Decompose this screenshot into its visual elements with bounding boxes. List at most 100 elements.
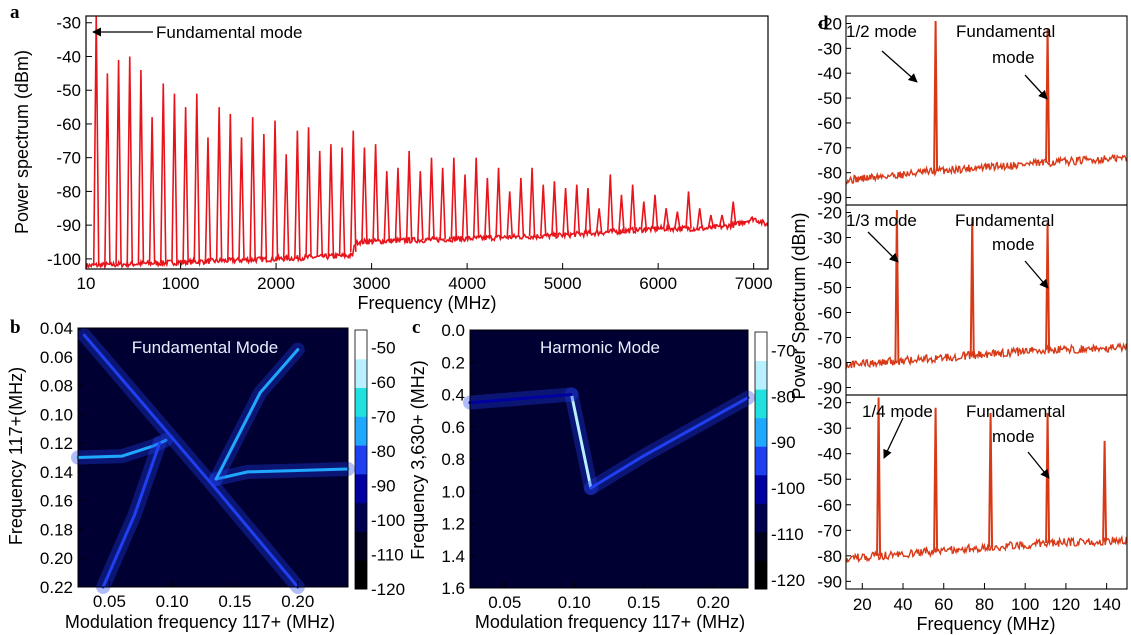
panel-a-peak <box>193 93 201 262</box>
panel-b-x-tick-label: 0.10 <box>156 592 189 611</box>
panel-d-y-tick-label: -70 <box>817 329 842 348</box>
panel-b-trace <box>214 348 300 481</box>
panel-a-peak <box>271 120 279 259</box>
panel-d-y-tick-label: -20 <box>817 204 842 223</box>
panel-a-peak <box>528 167 536 237</box>
panel-b-x-tick-label: 0.15 <box>218 592 251 611</box>
panel-d-peak <box>1102 440 1108 542</box>
panel-c-title: Harmonic Mode <box>540 338 660 357</box>
panel-d-sub3-annotation-left: 1/4 mode <box>862 402 933 421</box>
panel-b-colorbar-frame <box>354 329 368 590</box>
panel-b-colorbar-swatch <box>355 330 367 360</box>
panel-b-colorbar-label: -100 <box>371 511 405 530</box>
panel-d-x-tick-label: 120 <box>1052 595 1080 614</box>
panel-b-colorbar-swatch <box>355 445 367 475</box>
panel-a-peak <box>227 113 234 261</box>
panel-a-peak <box>584 187 592 234</box>
panel-a-y-tick-label: -50 <box>56 81 81 100</box>
panel-c-colorbar-swatch <box>755 332 767 362</box>
panel-d-y-tick-label: -60 <box>817 496 842 515</box>
panel-a-ylabel: Power spectrum (dBm) <box>12 50 32 234</box>
panel-d-sub2-annotation-right-1: Fundamental <box>955 211 1054 230</box>
panel-a-peak <box>137 69 145 264</box>
panel-d-sub2-arrow-right <box>1024 260 1049 289</box>
panel-a-peak <box>238 137 245 261</box>
panel-c-colorbar-label: -70 <box>771 341 796 360</box>
panel-a-peak <box>383 171 391 242</box>
panel-c-xlabel: Modulation frequency 117+ (MHz) <box>475 612 745 632</box>
panel-d-peak <box>933 20 939 172</box>
panel-a-x-tick-label: 10 <box>77 274 96 293</box>
panel-b-trace <box>82 333 300 589</box>
panel-b-colorbar-swatch <box>355 502 367 532</box>
panel-a-x-tick-label: 3000 <box>353 274 391 293</box>
panel-d-peak <box>969 217 975 356</box>
panel-b-y-tick-label: 0.04 <box>40 319 73 338</box>
panel-d-y-tick-label: -20 <box>817 14 842 33</box>
panel-d-sub3-annotation-right-1: Fundamental <box>966 402 1065 421</box>
panel-c-colorbar-label: -80 <box>771 387 796 406</box>
panel-d-ylabel: Power Spectrum (dBm) <box>789 212 809 399</box>
panel-b-traces <box>71 328 355 594</box>
panel-b-x-ticks: 0.05 0.10 0.15 0.20 <box>93 581 314 611</box>
panel-a-peak <box>148 117 156 264</box>
panel-d-y-tick-label: -90 <box>817 572 842 591</box>
panel-d-subplot-frame <box>845 394 1128 590</box>
panel-a-peak <box>104 73 111 265</box>
panel-b-y-tick-label: 0.06 <box>40 348 73 367</box>
panel-d-y-tick-label: -30 <box>817 419 842 438</box>
panel-b-xlabel: Modulation frequency 117+ (MHz) <box>65 612 335 632</box>
panel-a-peak <box>338 147 346 256</box>
panel-c-y-tick-label: 1.6 <box>441 579 465 598</box>
panel-c-colorbar-swatch <box>755 417 767 447</box>
panel-letter-b: b <box>10 317 21 338</box>
panel-a-y-tick-label: -30 <box>56 14 81 33</box>
panel-d-sub2-annotation-left: 1/3 mode <box>846 211 917 230</box>
panel-letter-a: a <box>10 2 20 23</box>
panel-a-peak <box>606 174 614 232</box>
panel-letter-c: c <box>412 317 420 338</box>
panel-a-y-tick-label: -40 <box>56 47 81 66</box>
panel-a-frame <box>85 15 769 270</box>
panel-b-colorbar-label: -70 <box>371 407 396 426</box>
panel-c-colorbar-swatch <box>755 389 767 419</box>
panel-c-x-tick-label: 0.20 <box>697 593 730 612</box>
panel-a-y-tick-label: -80 <box>56 182 81 201</box>
panel-a-y-tick-label: -60 <box>56 115 81 134</box>
panel-a-peak <box>551 181 558 236</box>
panel-a-peak <box>718 214 726 227</box>
panel-b-colorbar-swatch <box>355 531 367 561</box>
panel-a-x-tick-label: 6000 <box>639 274 677 293</box>
panel-d-y-tick-label: -80 <box>817 547 842 566</box>
panel-b: b Fundamental Mode 0.05 0.10 0.15 0.20 0.04… <box>6 317 405 632</box>
panel-a-x-tick-label: 4000 <box>448 274 486 293</box>
panel-b-trace <box>214 467 350 481</box>
panel-a-peak <box>539 184 547 236</box>
panel-b-colorbar-label: -60 <box>371 373 396 392</box>
panel-a-peak <box>204 137 212 262</box>
panel-c-y-ticks: 0.0 0.2 0.4 0.6 0.8 1.0 1.2 1.4 1.6 <box>441 321 476 598</box>
panel-d-y-tick-label: -20 <box>817 394 842 413</box>
panel-a-peak <box>171 93 178 263</box>
panel-a-peak <box>674 211 681 229</box>
panel-c-trace <box>468 393 573 405</box>
panel-a-peak <box>484 177 491 238</box>
panel-a-peak <box>517 177 525 237</box>
panel-a-peak <box>618 194 625 232</box>
panel-d-sub3-annotation-right-2: mode <box>992 427 1035 446</box>
panel-d-y-tick-label: -50 <box>817 279 842 298</box>
panel-c-y-tick-label: 1.2 <box>441 515 465 534</box>
panel-c-y-tick-label: 0.2 <box>441 353 465 372</box>
panel-c: c Harmonic Mode 0.05 0.10 0.15 0.20 0.00.20… <box>408 317 805 632</box>
panel-d-y-tick-label: -70 <box>817 139 842 158</box>
panel-a-peak <box>685 191 692 229</box>
panel-b-colorbar-label: -120 <box>371 580 405 599</box>
panel-b-colorbar-swatch <box>355 358 367 389</box>
panel-b-colorbar-swatch <box>355 473 367 504</box>
panel-d-peak <box>1045 412 1051 544</box>
panel-b-y-tick-label: 0.10 <box>40 405 73 424</box>
panel-b-colorbar: -50 -60 -70 -80 -90 -100 -110 -120 <box>354 329 405 599</box>
panel-c-colorbar-label: -110 <box>771 525 804 544</box>
panel-a-peak <box>249 117 256 260</box>
